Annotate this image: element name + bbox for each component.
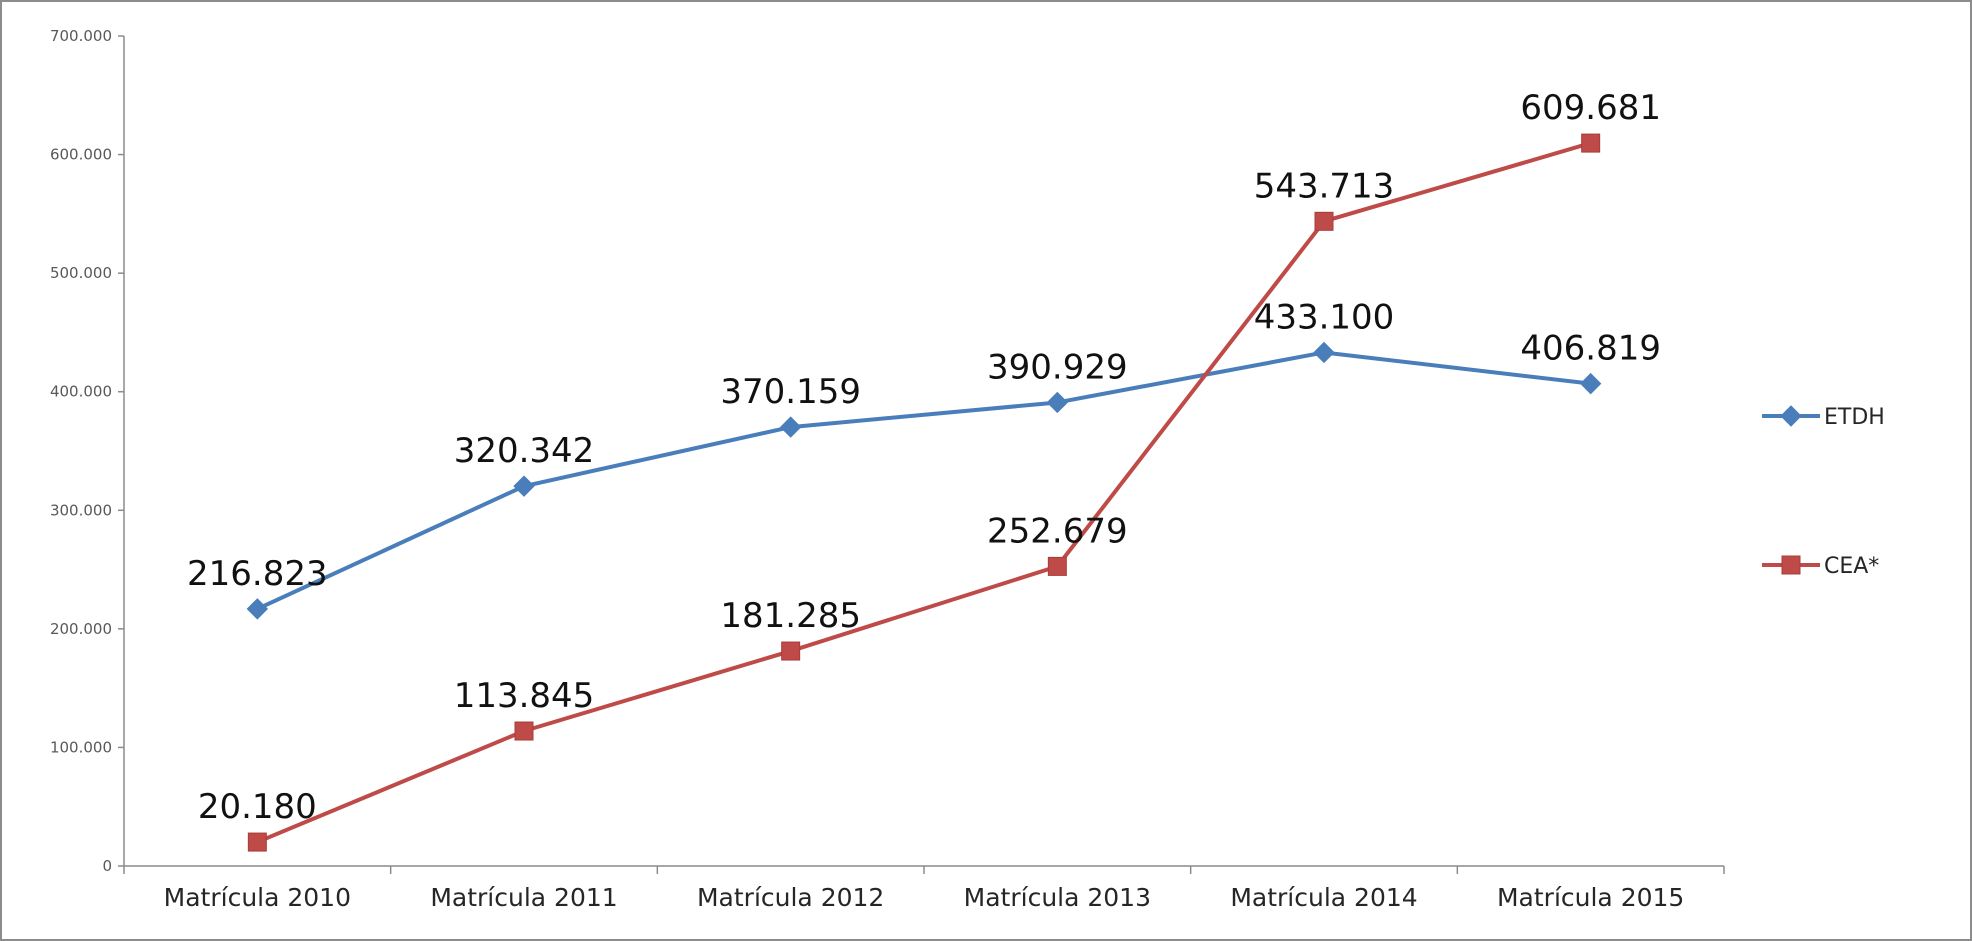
x-tick-label: Matrícula 2012	[697, 883, 884, 912]
data-label-cea: 113.845	[454, 676, 595, 716]
data-point-etdh	[1313, 341, 1335, 364]
legend-label-etdh: ETDH	[1824, 405, 1885, 430]
data-label-cea: 543.713	[1254, 166, 1395, 206]
legend: ETDH CEA*	[1762, 405, 1885, 579]
y-tick-label: 0	[102, 857, 112, 875]
legend-marker-etdh	[1780, 405, 1802, 427]
data-point-etdh	[246, 598, 269, 620]
series-layer	[246, 133, 1602, 852]
data-point-cea	[514, 721, 534, 741]
data-point-etdh	[1046, 391, 1069, 414]
legend-label-cea: CEA*	[1824, 554, 1879, 579]
data-label-etdh: 406.819	[1520, 329, 1661, 369]
data-label-etdh: 216.823	[187, 554, 328, 594]
data-labels: 216.823 320.342 370.159 390.929 433.100 406.8…	[187, 88, 1661, 827]
data-label-cea: 252.679	[987, 511, 1128, 551]
y-tick-label: 100.000	[50, 738, 112, 756]
data-point-cea	[1314, 211, 1334, 231]
data-point-etdh	[779, 416, 802, 438]
data-point-cea	[781, 641, 801, 661]
data-label-etdh: 433.100	[1254, 297, 1395, 337]
data-point-etdh	[513, 475, 535, 497]
data-point-cea	[1047, 556, 1067, 576]
data-label-cea: 181.285	[720, 596, 861, 636]
data-point-cea	[247, 832, 267, 852]
x-tick-label: Matrícula 2014	[1230, 883, 1417, 912]
data-point-etdh	[1579, 372, 1602, 395]
axes: 0 100.000 200.000 300.000 400.000 500.000 600.…	[50, 27, 1725, 912]
series-line-etdh	[256, 350, 1591, 611]
legend-marker-cea	[1781, 555, 1801, 575]
data-point-cea	[1581, 133, 1601, 153]
series-line-cea	[256, 141, 1592, 844]
y-tick-label: 500.000	[50, 264, 112, 282]
data-label-cea: 20.180	[198, 787, 317, 827]
x-tick-label: Matrícula 2013	[964, 883, 1151, 912]
x-tick-label: Matrícula 2015	[1497, 883, 1684, 912]
data-label-etdh: 390.929	[987, 347, 1128, 387]
x-tick-label: Matrícula 2010	[164, 883, 351, 912]
y-tick-label: 300.000	[50, 501, 112, 519]
y-tick-label: 700.000	[50, 27, 112, 45]
x-tick-label: Matrícula 2011	[430, 883, 617, 912]
y-tick-label: 200.000	[50, 620, 112, 638]
data-label-cea: 609.681	[1520, 88, 1661, 128]
data-label-etdh: 370.159	[720, 372, 861, 412]
y-tick-label: 600.000	[50, 146, 112, 164]
y-tick-label: 400.000	[50, 383, 112, 401]
data-label-etdh: 320.342	[454, 431, 595, 471]
